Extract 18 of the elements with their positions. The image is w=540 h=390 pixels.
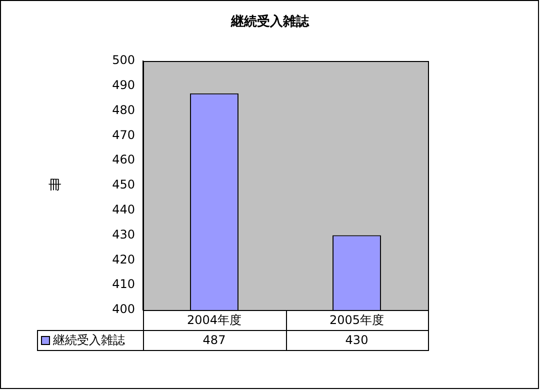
y-tick-label: 410 <box>112 277 135 292</box>
x-tick-label: 2005年度 <box>329 313 384 328</box>
y-tick-label: 420 <box>112 252 135 266</box>
data-label: 487 <box>202 333 226 348</box>
data-label: 430 <box>345 333 368 348</box>
y-tick-label: 400 <box>112 302 135 316</box>
y-axis-title: 冊 <box>48 178 62 193</box>
legend-label: 継続受入雑誌 <box>52 333 125 348</box>
y-tick-label: 500 <box>112 53 135 68</box>
chart-title: 継続受入雑誌 <box>230 13 310 30</box>
y-tick-label: 490 <box>112 78 135 92</box>
y-tick-label: 430 <box>112 227 135 242</box>
y-tick-label: 480 <box>112 102 135 117</box>
y-tick-label: 470 <box>112 128 135 142</box>
x-tick-label: 2004年度 <box>186 313 242 328</box>
y-tick-label: 450 <box>112 178 135 192</box>
y-tick-label: 460 <box>112 152 135 167</box>
y-tick-label: 440 <box>112 202 135 217</box>
